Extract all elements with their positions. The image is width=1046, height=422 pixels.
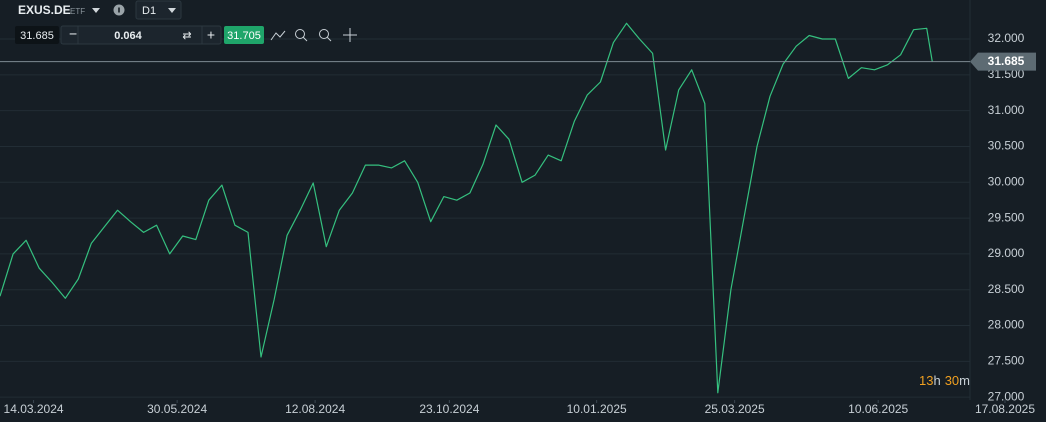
- timeframe-dropdown: [168, 8, 176, 13]
- y-tick-label: 29.000: [988, 246, 1025, 260]
- price-line: [0, 22, 933, 394]
- countdown-minutes: 30: [945, 373, 959, 388]
- minus-button[interactable]: −: [69, 26, 77, 42]
- x-tick-label: 17.08.2025: [975, 402, 1035, 416]
- chart-type-icon[interactable]: [270, 30, 286, 41]
- buy-price: 31.705: [227, 30, 261, 42]
- countdown: 13h 30m: [919, 373, 970, 388]
- buy-box[interactable]: [224, 26, 264, 44]
- y-tick-label: 28.500: [988, 282, 1025, 296]
- x-tick-label: 23.10.2024: [419, 402, 479, 416]
- countdown-hours: 13: [919, 373, 933, 388]
- zoom-out-icon[interactable]: [295, 29, 305, 39]
- volume-box[interactable]: [60, 25, 222, 45]
- plus-button[interactable]: +: [207, 27, 215, 43]
- y-tick-label: 32.000: [988, 31, 1025, 45]
- pan-icon[interactable]: [343, 28, 357, 42]
- timeframe-box[interactable]: [135, 0, 182, 20]
- y-tick-label: 27.000: [988, 389, 1025, 403]
- last-price-label: 31.685: [988, 54, 1025, 68]
- zoom-in-icon[interactable]: [319, 29, 329, 39]
- sell-price: 31.685: [20, 30, 54, 42]
- zoom-out-handle: [302, 36, 308, 42]
- zoom-in-handle: [326, 36, 332, 42]
- y-tick-label: 29.500: [988, 210, 1025, 224]
- sell-box[interactable]: [15, 26, 59, 44]
- grid: [0, 0, 1006, 403]
- y-tick-label: 31.000: [988, 103, 1025, 117]
- x-tick-label: 14.03.2024: [4, 402, 64, 416]
- y-tick-label: 30.000: [988, 174, 1025, 188]
- x-tick-label: 10.06.2025: [848, 402, 908, 416]
- y-tick-label: 27.500: [988, 353, 1025, 367]
- countdown-minutes-unit: m: [959, 373, 970, 388]
- info-glyph: [118, 7, 120, 13]
- x-tick-label: 12.08.2024: [285, 402, 345, 416]
- y-tick-label: 30.500: [988, 139, 1025, 153]
- volume[interactable]: 0.064: [114, 30, 142, 42]
- symbol-dropdown[interactable]: [92, 8, 100, 13]
- countdown-hours-unit: h: [933, 373, 940, 388]
- symbol[interactable]: EXUS.DE: [18, 3, 71, 17]
- swap-icon[interactable]: ⇄: [182, 30, 191, 42]
- y-tick-label: 28.000: [988, 318, 1025, 332]
- plot: [0, 22, 970, 394]
- last-price-tag: [970, 52, 1036, 71]
- x-tick-label: 25.03.2025: [705, 402, 765, 416]
- instrument-type: ETF: [70, 7, 85, 16]
- x-tick-label: 30.05.2024: [147, 402, 207, 416]
- timeframe: D1: [142, 5, 156, 17]
- x-tick-label: 10.01.2025: [567, 402, 627, 416]
